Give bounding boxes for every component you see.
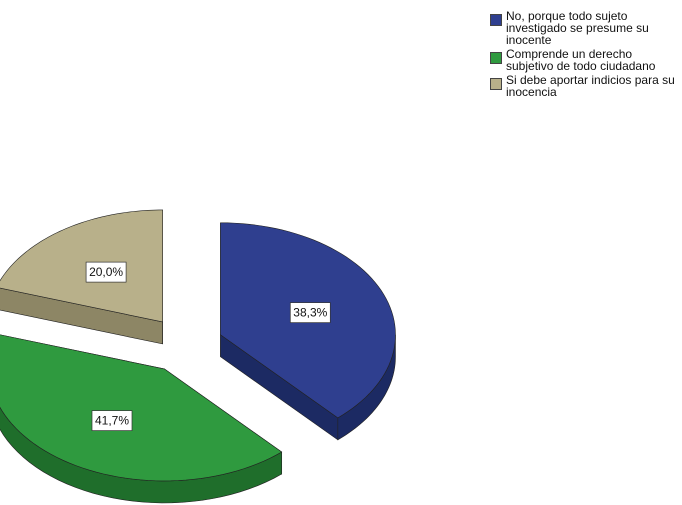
legend-item-3: Si debe aportar indicios para su inocenc… bbox=[490, 74, 680, 98]
legend-swatch-2 bbox=[490, 52, 502, 64]
data-label-box-1 bbox=[289, 302, 331, 323]
legend-item-1: No, porque todo sujeto investigado se pr… bbox=[490, 10, 680, 46]
legend-label-3: Si debe aportar indicios para su inocenc… bbox=[506, 73, 675, 99]
data-label-box-3 bbox=[85, 261, 127, 283]
data-label-3: 20,0% bbox=[89, 265, 123, 279]
pie-slice-1: 38,3% bbox=[220, 222, 396, 441]
pie-slice-2-top bbox=[0, 334, 283, 482]
data-label-2: 41,7% bbox=[95, 414, 129, 428]
legend-label-1: No, porque todo sujeto investigado se pr… bbox=[506, 9, 649, 47]
data-label-1: 38,3% bbox=[293, 306, 327, 320]
pie-slice-2: 41,7% bbox=[0, 334, 283, 504]
legend-swatch-1 bbox=[490, 14, 502, 26]
legend-label-2: Comprende un derecho subjetivo de todo c… bbox=[506, 47, 656, 73]
legend-item-2: Comprende un derecho subjetivo de todo c… bbox=[490, 48, 680, 72]
data-label-box-2 bbox=[91, 410, 133, 431]
pie-slice-3-top bbox=[0, 209, 163, 323]
legend-swatch-3 bbox=[490, 78, 502, 90]
pie-slice-3: 20,0% bbox=[0, 209, 163, 345]
legend: No, porque todo sujeto investigado se pr… bbox=[490, 10, 680, 100]
